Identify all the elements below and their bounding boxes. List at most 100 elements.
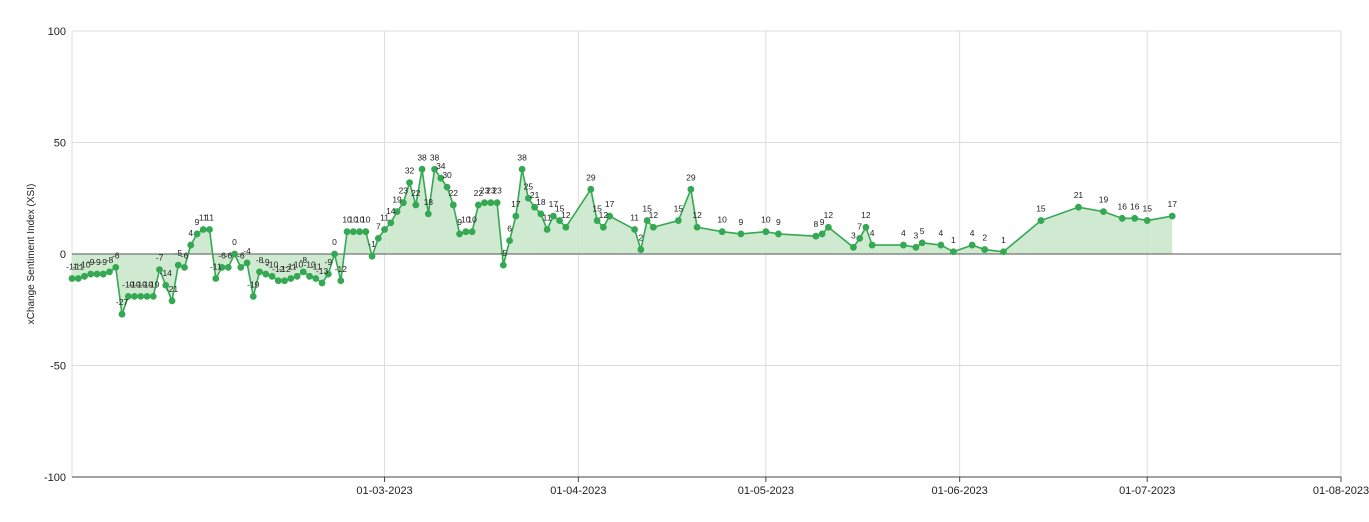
data-label: -9: [262, 257, 270, 267]
data-point: [224, 263, 232, 271]
data-point: [493, 199, 501, 207]
data-label: 8: [814, 219, 819, 229]
data-point: [900, 241, 907, 249]
data-label: -10: [303, 259, 316, 269]
data-point: [737, 230, 745, 238]
data-label: -1: [368, 239, 376, 249]
y-tick-label: 0: [60, 249, 66, 261]
data-label: -5: [174, 248, 182, 258]
x-tick-label: 01-07-2023: [1119, 485, 1175, 497]
data-point: [968, 241, 976, 249]
data-label: 9: [457, 217, 462, 227]
data-point: [774, 230, 782, 238]
data-point: [1168, 212, 1176, 220]
data-point: [474, 201, 482, 209]
data-point: [268, 272, 276, 280]
area-shape: [72, 169, 1173, 315]
data-point: [299, 268, 307, 276]
data-point: [524, 194, 532, 202]
data-label: -11: [72, 262, 84, 272]
data-point: [193, 230, 201, 238]
data-label: -6: [112, 250, 120, 260]
data-label: 15: [555, 204, 565, 214]
data-point: [181, 263, 188, 271]
data-point: [631, 226, 639, 233]
data-point: [274, 277, 282, 285]
data-label: 4: [939, 228, 944, 238]
data-label: -6: [181, 250, 189, 260]
data-label: 10: [342, 215, 352, 225]
data-point: [1143, 217, 1151, 224]
data-label: 34: [436, 161, 446, 171]
data-point: [950, 248, 957, 256]
data-label: -10: [266, 259, 279, 269]
data-point: [431, 165, 438, 173]
data-label: -13: [316, 266, 329, 276]
data-label: -12: [278, 264, 291, 274]
data-label: 18: [424, 197, 434, 207]
data-point: [562, 223, 570, 231]
data-label: 29: [586, 172, 596, 182]
data-label: 16: [1117, 201, 1127, 211]
data-point: [156, 266, 163, 274]
data-label: 30: [442, 170, 452, 180]
data-point: [74, 275, 82, 282]
data-label: 10: [717, 215, 727, 225]
data-label: 1: [951, 235, 956, 245]
data-point: [87, 270, 95, 278]
data-label: 38: [517, 152, 527, 162]
data-point: [981, 246, 989, 253]
data-label: 21: [1074, 190, 1084, 200]
data-label: 7: [857, 221, 862, 231]
data-label: 12: [649, 210, 659, 220]
data-point: [381, 226, 388, 233]
data-point: [437, 174, 445, 182]
data-label: 10: [467, 215, 477, 225]
data-point: [606, 212, 614, 220]
data-label: 17: [1167, 199, 1177, 209]
data-label: -8: [300, 255, 308, 265]
data-point: [137, 292, 145, 300]
data-label: 10: [349, 215, 359, 225]
x-tick-label: 01-03-2023: [356, 485, 412, 497]
data-label: -10: [291, 259, 304, 269]
data-label: 15: [642, 204, 652, 214]
data-point: [81, 272, 88, 280]
data-label: 3: [851, 230, 856, 240]
data-label: 22: [449, 188, 459, 198]
data-label: 15: [1036, 204, 1046, 214]
data-label: -11: [285, 262, 297, 272]
data-label: -5: [500, 248, 508, 258]
data-point: [199, 226, 207, 233]
x-tick-label: 01-05-2023: [738, 485, 794, 497]
data-point: [643, 217, 651, 224]
data-point: [306, 272, 313, 280]
data-label: 21: [530, 190, 540, 200]
data-points: [68, 165, 1176, 318]
data-point: [1118, 214, 1126, 222]
data-label: -19: [122, 279, 135, 289]
data-label: 22: [474, 188, 484, 198]
data-label: 23: [480, 186, 490, 196]
data-point: [456, 230, 463, 238]
data-point: [549, 212, 557, 220]
data-point: [1131, 214, 1139, 222]
data-label: -11: [66, 262, 78, 272]
data-label: 12: [861, 210, 871, 220]
data-point: [162, 281, 170, 289]
data-label: 9: [776, 217, 781, 227]
data-point: [118, 310, 126, 318]
data-label: -9: [93, 257, 101, 267]
data-label: -9: [99, 257, 107, 267]
data-point: [131, 292, 138, 300]
data-label: 10: [461, 215, 471, 225]
data-point: [824, 223, 832, 231]
data-label: 3: [914, 230, 919, 240]
data-label: 23: [492, 186, 502, 196]
data-label: 4: [870, 228, 875, 238]
data-label: 14: [386, 206, 396, 216]
data-point: [599, 223, 607, 231]
data-point: [449, 201, 457, 209]
data-label: 11: [205, 212, 214, 222]
data-point: [868, 241, 876, 249]
